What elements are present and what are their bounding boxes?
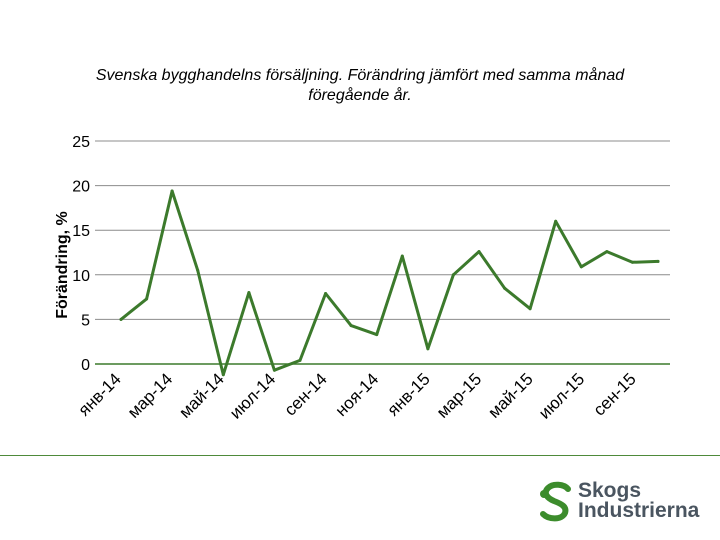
skogsindustrierna-logo: Skogs Industrierna — [538, 478, 700, 524]
x-tick-label: мар-14 — [124, 369, 176, 421]
x-tick-label: сен-15 — [590, 369, 640, 419]
data-point — [298, 358, 302, 362]
x-tick-label: ноя-14 — [332, 369, 383, 420]
x-tick-label: май-15 — [484, 369, 536, 421]
data-point — [196, 268, 200, 272]
y-tick-label: 10 — [72, 268, 90, 285]
data-point — [400, 254, 404, 258]
chart-title-line-1: Svenska bygghandelns försäljning. Föränd… — [95, 67, 625, 84]
series-line — [119, 189, 660, 377]
y-tick-label: 5 — [81, 312, 90, 329]
y-tick-label: 0 — [81, 357, 90, 374]
data-point — [247, 291, 251, 295]
data-point — [579, 265, 583, 269]
x-tick-label: янв-15 — [383, 369, 433, 419]
data-point — [477, 250, 481, 254]
x-tick-label: май-14 — [175, 369, 227, 421]
x-tick-label: янв-14 — [74, 369, 124, 419]
y-tick-label: 15 — [72, 223, 90, 240]
data-point — [656, 259, 660, 263]
x-tick-label: сен-14 — [281, 369, 331, 419]
data-point — [119, 317, 123, 321]
data-point — [426, 347, 430, 351]
data-point — [554, 219, 558, 223]
logo-text-skogs: Skogs — [578, 479, 642, 502]
data-point — [528, 307, 532, 311]
data-point — [375, 333, 379, 337]
data-point — [272, 368, 276, 372]
x-tick-label: июл-14 — [226, 369, 279, 422]
y-axis-ticks: 0 5 10 15 20 25 — [72, 134, 90, 374]
footer-divider — [0, 455, 720, 456]
x-tick-label: мар-15 — [433, 369, 485, 421]
x-tick-label: июл-15 — [535, 369, 588, 422]
logo-text-industrierna: Industrierna — [578, 499, 700, 522]
series — [119, 189, 660, 377]
data-point — [145, 297, 149, 301]
data-point — [221, 373, 225, 377]
y-tick-label: 25 — [72, 134, 90, 151]
gridlines — [95, 140, 670, 365]
data-point — [451, 273, 455, 277]
data-point — [605, 250, 609, 254]
data-point — [349, 324, 353, 328]
y-axis-label: Förändring, % — [54, 211, 71, 319]
chart-title: Svenska bygghandelns försäljning. Föränd… — [40, 66, 680, 106]
chart-title-line-2: föregående år. — [308, 87, 412, 104]
data-point — [170, 189, 174, 193]
logo-s-icon — [540, 481, 571, 522]
y-tick-label: 20 — [72, 179, 90, 196]
data-point — [503, 286, 507, 290]
data-point — [324, 292, 328, 295]
data-point — [630, 260, 634, 264]
